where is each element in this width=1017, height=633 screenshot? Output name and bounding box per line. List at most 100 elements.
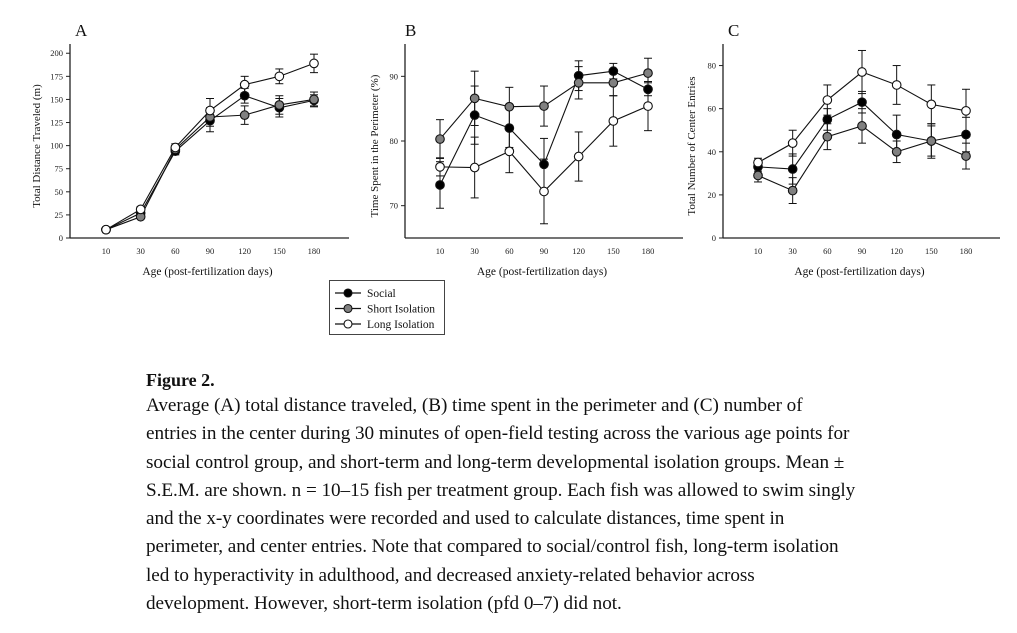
legend-label: Short Isolation (367, 304, 435, 316)
y-tick-label: 50 (55, 187, 64, 197)
markers-long-isolation (101, 58, 319, 235)
markers-social (435, 66, 653, 190)
data-point (435, 162, 445, 172)
x-tick-label: 60 (823, 246, 832, 256)
x-tick-label: 30 (788, 246, 797, 256)
y-tick-label: 20 (708, 190, 717, 200)
data-point (608, 77, 619, 88)
data-point (643, 101, 653, 111)
data-point (435, 134, 445, 144)
x-tick-label: 120 (238, 246, 251, 256)
caption-line: led to hyperactivity in adulthood, and d… (146, 564, 755, 586)
caption-line: S.E.M. are shown. n = 10–15 fish per tre… (146, 479, 856, 501)
data-point (573, 77, 584, 88)
legend-marker (343, 319, 353, 329)
y-tick-label: 70 (390, 201, 399, 211)
y-tick-label: 0 (712, 233, 716, 243)
data-point (504, 123, 515, 133)
legend-label: Social (367, 288, 396, 300)
data-point (787, 164, 798, 174)
data-point (239, 79, 250, 90)
data-point (539, 101, 549, 111)
panel-c: C 0 20 40 60 80 10 30 60 90 120 150 180 Age (post-fer… (686, 21, 1000, 278)
data-point (608, 66, 619, 77)
data-point (504, 146, 515, 157)
data-point (539, 159, 549, 170)
caption-line: entries in the center during 30 minutes … (146, 423, 850, 445)
data-point (469, 93, 480, 104)
data-point (787, 185, 798, 196)
data-point (961, 129, 971, 140)
y-axis-label: Total Number of Center Entries (686, 76, 698, 215)
x-tick-label: 90 (858, 246, 867, 256)
caption-body: Average (A) total distance traveled, (B)… (146, 392, 946, 618)
data-point (504, 101, 515, 112)
x-axis-label: Age (post-fertilization days) (794, 266, 924, 278)
data-point (170, 142, 181, 153)
x-tick-label: 150 (925, 246, 938, 256)
y-tick-label: 90 (390, 71, 399, 81)
x-tick-label: 10 (754, 246, 763, 256)
x-axis-label: Age (post-fertilization days) (477, 266, 607, 278)
y-tick-label: 200 (50, 48, 63, 58)
caption-title: Figure 2. (146, 370, 215, 390)
data-point (239, 90, 250, 101)
x-tick-label: 10 (102, 246, 111, 256)
y-tick-label: 80 (708, 61, 717, 71)
data-point (309, 58, 319, 69)
panel-letter: A (75, 21, 88, 40)
data-point (205, 105, 215, 116)
caption-line: perimeter, and center entries. Note that… (146, 536, 839, 558)
x-tick-label: 180 (642, 246, 655, 256)
markers-long-isolation (435, 101, 653, 197)
x-tick-label: 180 (308, 246, 321, 256)
data-point (787, 138, 798, 149)
data-point (891, 80, 902, 90)
panel-letter: C (728, 21, 739, 40)
panel-a: A 0 25 50 75 100 125 150 175 200 10 30 60 90 120 150 180… (31, 21, 349, 278)
y-tick-label: 75 (55, 164, 64, 174)
data-point (274, 100, 285, 110)
markers-short-isolation (753, 121, 971, 196)
data-point (822, 114, 833, 125)
data-point (101, 224, 111, 235)
data-point (274, 71, 285, 82)
data-point (135, 204, 146, 215)
caption-line: development. However, short-term isolati… (146, 593, 622, 615)
data-point (469, 162, 480, 173)
data-point (539, 186, 549, 197)
x-tick-label: 10 (436, 246, 445, 256)
markers-short-isolation (435, 68, 653, 144)
data-point (608, 116, 619, 126)
legend: Social Short Isolation Long Isolation (329, 280, 445, 335)
data-point (857, 67, 867, 77)
y-tick-label: 60 (708, 104, 717, 114)
caption-line: social control group, and short-term and… (146, 451, 845, 473)
data-point (961, 105, 971, 116)
data-point (891, 129, 902, 140)
x-tick-label: 90 (206, 246, 215, 256)
data-point (891, 146, 902, 157)
x-tick-label: 180 (960, 246, 973, 256)
data-point (857, 121, 867, 131)
data-point (643, 84, 653, 95)
data-point (822, 131, 833, 142)
y-tick-label: 25 (55, 210, 64, 220)
x-tick-label: 60 (505, 246, 514, 256)
x-tick-label: 30 (136, 246, 145, 256)
data-point (309, 94, 319, 105)
legend-item: Social (335, 288, 396, 300)
panel-letter: B (405, 21, 416, 40)
y-tick-label: 175 (50, 71, 63, 81)
panel-b: B 70 80 90 10 30 60 90 120 150 180 Age (post-fertil… (369, 21, 683, 278)
data-point (961, 151, 971, 161)
series-line (105, 62, 315, 231)
y-tick-label: 40 (708, 147, 717, 157)
markers-long-isolation (753, 67, 971, 168)
data-point (469, 110, 480, 120)
data-point (753, 170, 763, 181)
legend-marker (343, 288, 353, 298)
data-point (573, 151, 584, 162)
x-tick-label: 60 (171, 246, 180, 256)
x-tick-label: 150 (273, 246, 286, 256)
